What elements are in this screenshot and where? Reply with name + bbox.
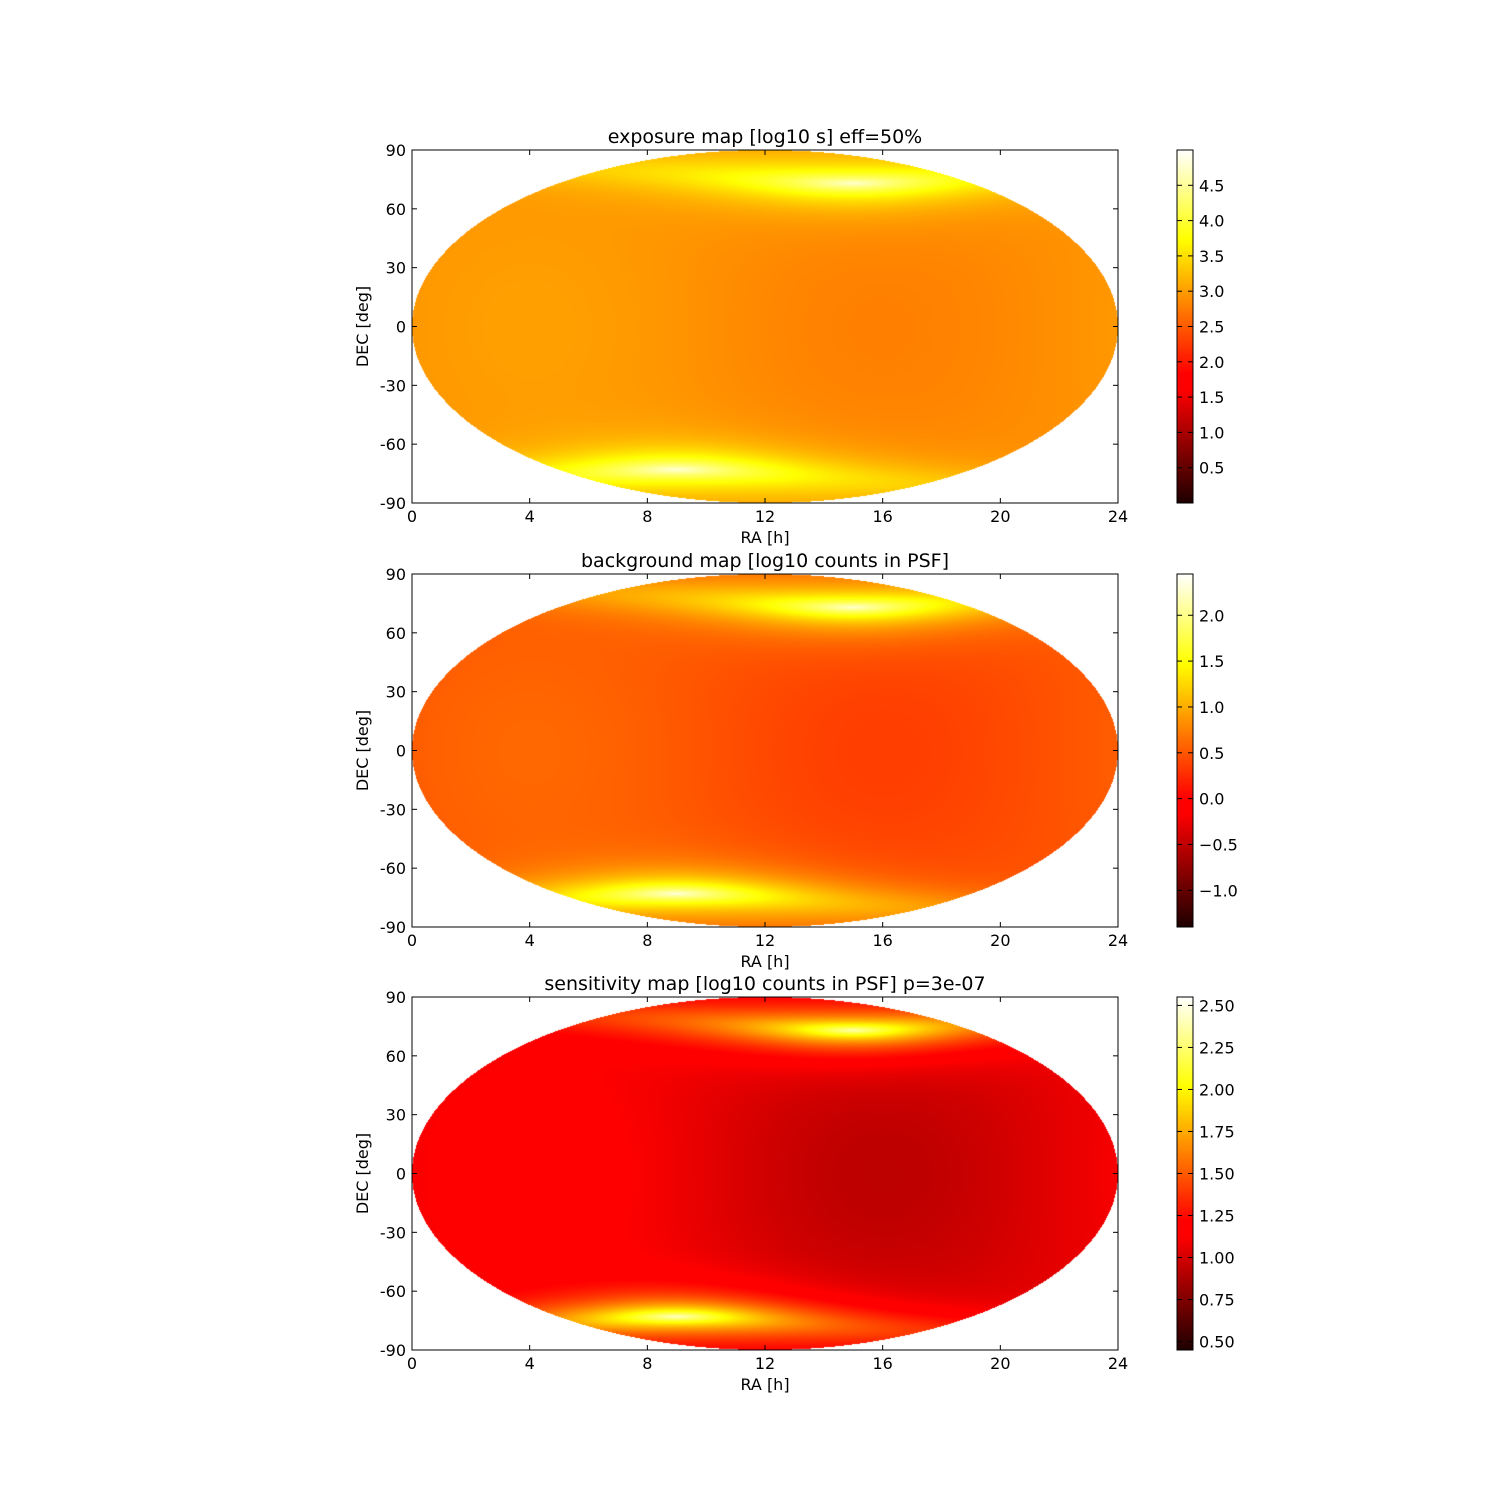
y-tick-label: 60 [386, 200, 406, 219]
x-tick-label: 24 [1108, 507, 1128, 526]
y-tick-label: -30 [380, 376, 406, 395]
x-tick-label: 12 [755, 931, 775, 950]
colorbar-tick-label: 2.25 [1199, 1038, 1235, 1057]
y-tick-label: 30 [386, 1106, 406, 1125]
x-axis-label: RA [h] [740, 1375, 789, 1394]
y-axis-label: DEC [deg] [353, 710, 372, 791]
colorbar-tick-label: 0.5 [1199, 744, 1224, 763]
y-tick-label: 30 [386, 683, 406, 702]
x-axis-label: RA [h] [740, 528, 789, 547]
x-tick-label: 16 [872, 507, 892, 526]
y-tick-label: -90 [380, 918, 406, 937]
colorbar-tick-label: 1.50 [1199, 1165, 1235, 1184]
y-tick-label: -60 [380, 435, 406, 454]
colorbar-tick-label: 3.0 [1199, 282, 1224, 301]
x-tick-label: 8 [642, 931, 652, 950]
y-tick-label: 90 [386, 565, 406, 584]
x-tick-label: 4 [525, 1354, 535, 1373]
y-tick-label: -30 [380, 800, 406, 819]
heatmap-image [412, 150, 1118, 503]
colorbar-tick-label: 2.0 [1199, 353, 1224, 372]
y-tick-label: 90 [386, 141, 406, 160]
y-tick-label: 0 [396, 318, 406, 337]
colorbar-tick-label: 1.75 [1199, 1122, 1235, 1141]
colorbar-tick-label: 2.0 [1199, 606, 1224, 625]
colorbar-tick-label: 1.25 [1199, 1207, 1235, 1226]
colorbar-tick-label: 1.00 [1199, 1249, 1235, 1268]
y-tick-label: 30 [386, 259, 406, 278]
y-axis-label: DEC [deg] [353, 1133, 372, 1214]
x-tick-label: 12 [755, 1354, 775, 1373]
colorbar-tick-label: 2.00 [1199, 1080, 1235, 1099]
colorbar-tick-label: 2.50 [1199, 996, 1235, 1015]
colorbar-tick-label: 2.5 [1199, 318, 1224, 337]
x-axis-label: RA [h] [740, 952, 789, 971]
x-tick-label: 4 [525, 507, 535, 526]
colorbar-tick-label: 0.5 [1199, 459, 1224, 478]
colorbar-tick-label: 1.5 [1199, 652, 1224, 671]
colorbar-tick-label: −0.5 [1199, 835, 1238, 854]
colorbar-tick-label: 0.75 [1199, 1291, 1235, 1310]
x-tick-label: 0 [407, 1354, 417, 1373]
x-tick-label: 20 [990, 931, 1010, 950]
y-tick-label: -60 [380, 859, 406, 878]
x-tick-label: 4 [525, 931, 535, 950]
chart-title: sensitivity map [log10 counts in PSF] p=… [544, 973, 985, 995]
y-tick-label: 0 [396, 742, 406, 761]
y-tick-label: 0 [396, 1165, 406, 1184]
colorbar-tick-label: 1.5 [1199, 388, 1224, 407]
colorbar-gradient [1177, 150, 1193, 503]
y-tick-label: 90 [386, 988, 406, 1007]
x-tick-label: 20 [990, 507, 1010, 526]
chart-title: exposure map [log10 s] eff=50% [608, 126, 922, 148]
colorbar-tick-label: 1.0 [1199, 698, 1224, 717]
y-tick-label: -30 [380, 1223, 406, 1242]
colorbar-frame [1176, 573, 1194, 928]
colorbar-tick-label: 0.0 [1199, 790, 1224, 809]
y-tick-label: -60 [380, 1282, 406, 1301]
y-tick-label: 60 [386, 624, 406, 643]
heatmap-image [412, 574, 1118, 927]
x-tick-label: 16 [872, 931, 892, 950]
heatmap-image [412, 997, 1118, 1350]
x-tick-label: 16 [872, 1354, 892, 1373]
x-tick-label: 24 [1108, 1354, 1128, 1373]
chart-panel-3: sensitivity map [log10 counts in PSF] p=… [353, 973, 1235, 1394]
x-tick-label: 12 [755, 507, 775, 526]
colorbar-tick-label: 4.5 [1199, 176, 1224, 195]
colorbar-gradient [1177, 997, 1193, 1350]
x-tick-label: 0 [407, 931, 417, 950]
x-tick-label: 0 [407, 507, 417, 526]
y-axis-label: DEC [deg] [353, 286, 372, 367]
colorbar-gradient [1177, 574, 1193, 927]
chart-title: background map [log10 counts in PSF] [581, 550, 949, 572]
colorbar-tick-label: 0.50 [1199, 1333, 1235, 1352]
chart-panel-2: background map [log10 counts in PSF] 0 4 8 1… [353, 550, 1238, 971]
colorbar-tick-label: −1.0 [1199, 881, 1238, 900]
y-tick-label: -90 [380, 494, 406, 513]
colorbar-tick-label: 4.0 [1199, 212, 1224, 231]
colorbar-tick-label: 3.5 [1199, 247, 1224, 266]
x-tick-label: 24 [1108, 931, 1128, 950]
x-tick-label: 8 [642, 507, 652, 526]
y-tick-label: -90 [380, 1341, 406, 1360]
x-tick-label: 8 [642, 1354, 652, 1373]
chart-panel-1: exposure map [log10 s] eff=50% 0 4 8 12 16 20 2… [353, 126, 1224, 547]
colorbar-tick-label: 1.0 [1199, 423, 1224, 442]
x-tick-label: 20 [990, 1354, 1010, 1373]
y-tick-label: 60 [386, 1047, 406, 1066]
